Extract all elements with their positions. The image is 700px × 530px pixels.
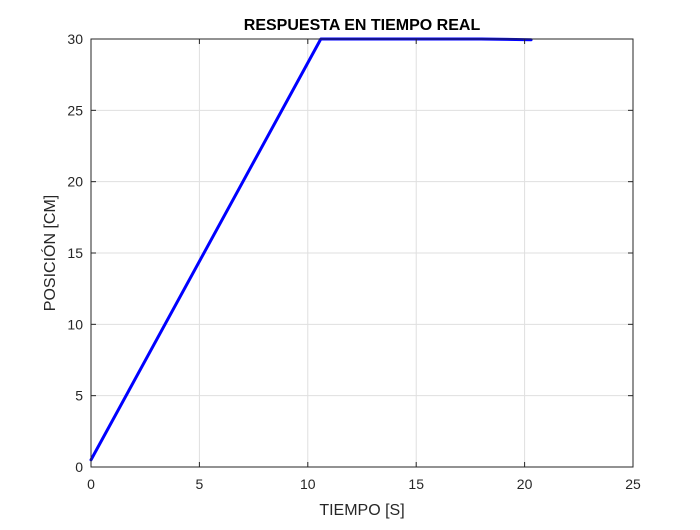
grid-lines <box>90 38 634 468</box>
y-tick-labels: 0 5 10 15 20 25 30 <box>67 31 83 475</box>
x-axis-label: TIEMPO [S] <box>319 502 404 519</box>
x-tick-label: 20 <box>517 476 533 492</box>
y-tick-label: 5 <box>75 388 83 404</box>
y-axis-label: POSICIÓN [CM] <box>40 195 59 311</box>
chart-title: RESPUESTA EN TIEMPO REAL <box>244 17 481 34</box>
y-tick-label: 20 <box>67 174 83 190</box>
y-tick-label: 15 <box>67 245 83 261</box>
x-tick-label: 0 <box>87 476 95 492</box>
x-tick-labels: 0 5 10 15 20 25 <box>87 476 641 492</box>
x-tick-label: 5 <box>196 476 204 492</box>
x-tick-label: 10 <box>300 476 316 492</box>
y-tick-label: 25 <box>67 102 83 118</box>
tick-marks <box>90 38 634 468</box>
x-tick-label: 15 <box>408 476 424 492</box>
y-tick-label: 0 <box>75 459 83 475</box>
y-tick-label: 10 <box>67 316 83 332</box>
x-tick-label: 25 <box>625 476 641 492</box>
y-tick-label: 30 <box>67 31 83 47</box>
